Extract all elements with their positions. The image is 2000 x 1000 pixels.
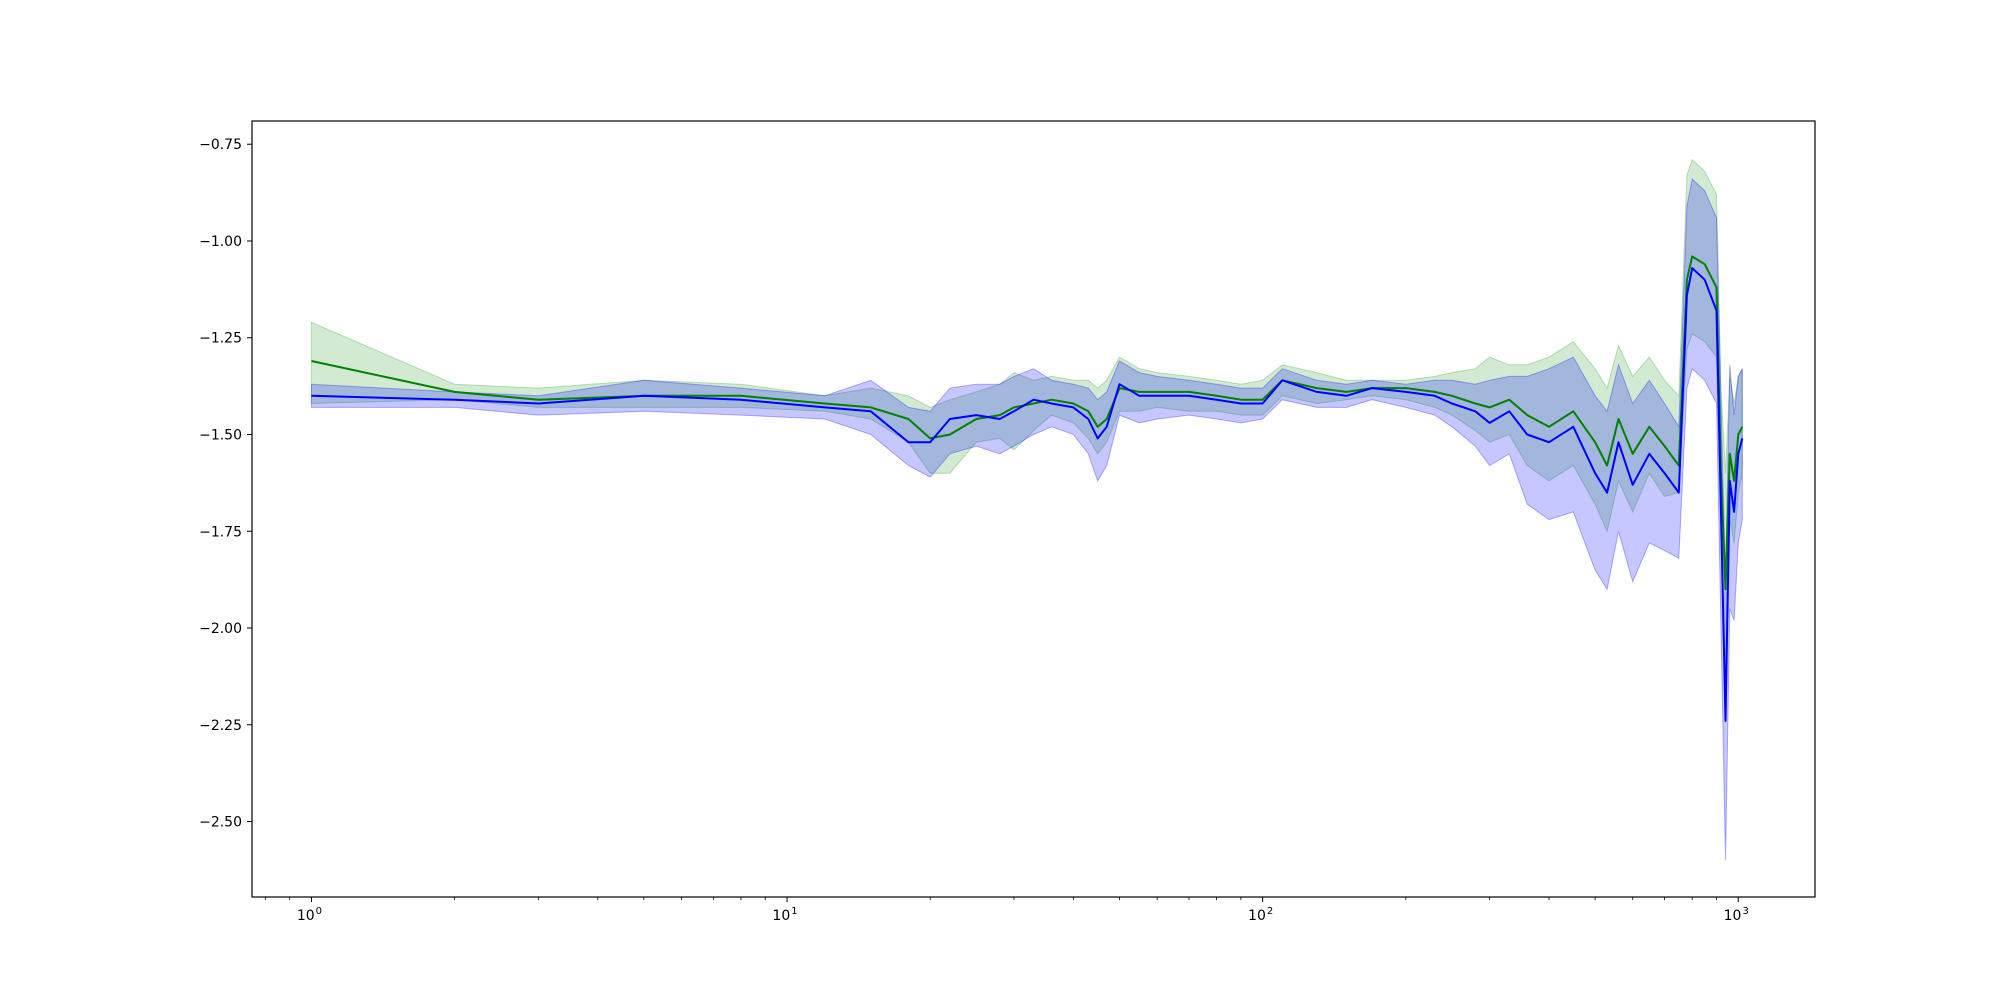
y-tick-label: −2.25 [199, 718, 242, 734]
y-axis: −0.75 −1.00 −1.25 −1.50 −1.75 −2.00 −2.25 −2.50 [199, 137, 252, 831]
series-lines [311, 255, 1744, 722]
series-0-band [310, 158, 1743, 667]
series-1-line [311, 267, 1744, 722]
y-tick-label: −1.50 [199, 427, 242, 443]
y-tick-label: −1.25 [199, 331, 242, 347]
y-tick-label: −2.50 [199, 815, 242, 831]
series-1-band [310, 178, 1743, 861]
y-tick-label: −2.00 [199, 621, 242, 637]
confidence-bands [310, 158, 1743, 861]
plot-frame [251, 120, 1816, 898]
y-tick-label: −1.75 [199, 524, 242, 540]
y-tick-label: −1.00 [199, 234, 242, 250]
y-tick-label: −0.75 [199, 137, 242, 153]
